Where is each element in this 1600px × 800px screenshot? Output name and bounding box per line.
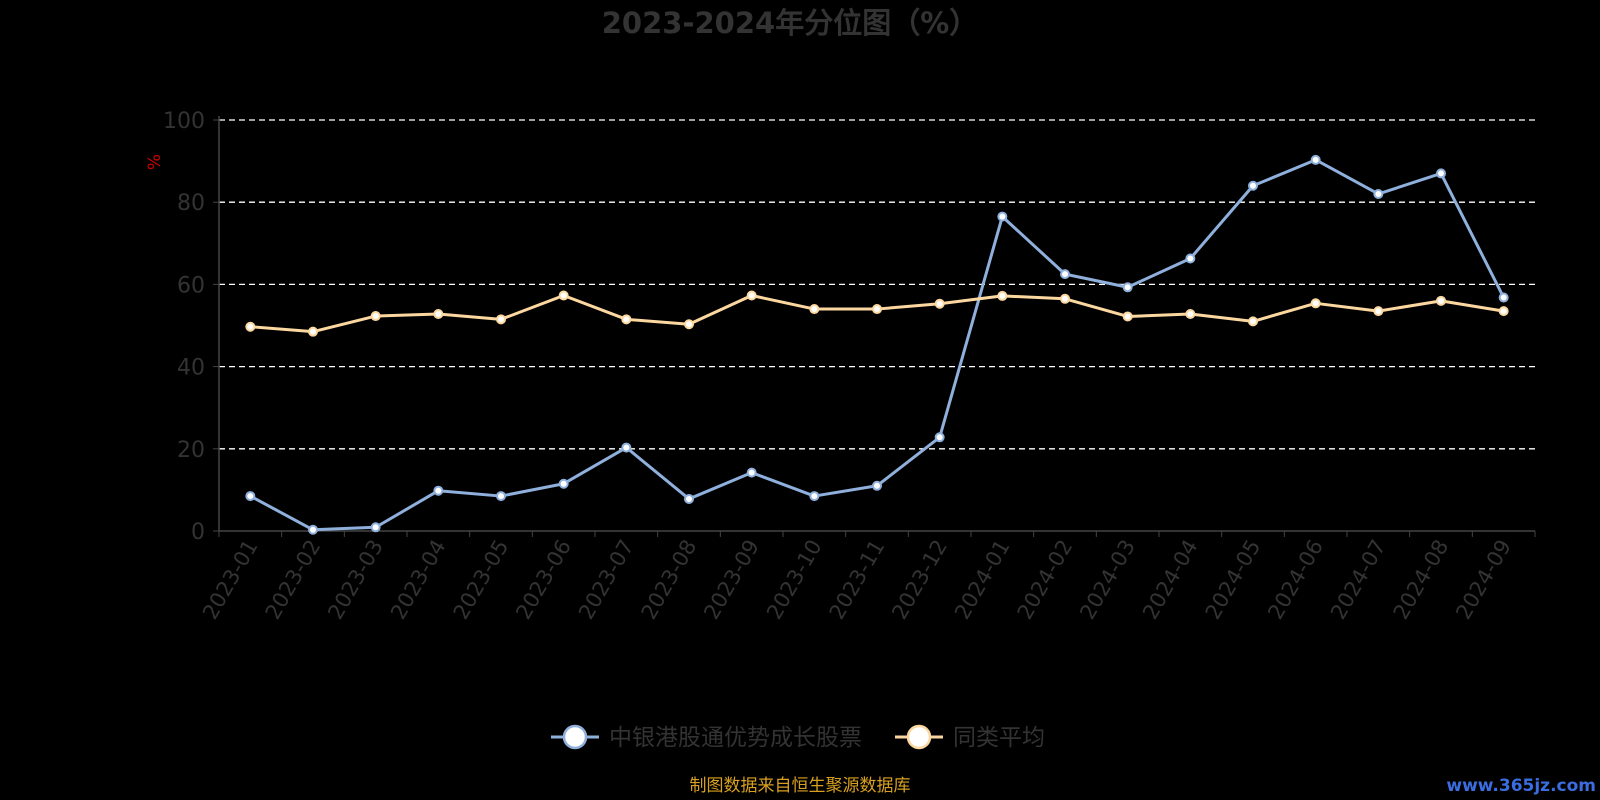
series-1-point-2024-04 xyxy=(1185,253,1196,264)
y-tick-label-80: 80 xyxy=(177,191,205,216)
x-tick-label-2024-02: 2024-02 xyxy=(1013,536,1078,624)
x-tick-label-2024-09: 2024-09 xyxy=(1451,536,1516,624)
series-1-point-2023-01 xyxy=(245,491,256,502)
series-1-point-2024-06 xyxy=(1310,154,1321,165)
series-1-point-2024-09 xyxy=(1498,292,1509,303)
y-tick-label-60: 60 xyxy=(177,273,205,298)
series-2-point-2024-01 xyxy=(997,290,1008,301)
series-1-point-2023-08 xyxy=(684,493,694,504)
x-tick-label-2024-05: 2024-05 xyxy=(1201,536,1266,624)
x-tick-label-2023-11: 2023-11 xyxy=(825,536,890,624)
y-tick-label-100: 100 xyxy=(163,109,205,134)
series-1-point-2024-03 xyxy=(1122,282,1133,293)
series-2-point-2023-12 xyxy=(934,298,945,309)
x-tick-label-2023-10: 2023-10 xyxy=(762,536,827,624)
legend-label: 中银港股通优势成长股票 xyxy=(609,725,862,751)
watermark: www.365jz.com xyxy=(1446,776,1596,796)
series-1-point-2023-12 xyxy=(934,432,945,443)
series-1-line xyxy=(249,158,1506,532)
y-tick-label-40: 40 xyxy=(177,356,205,381)
y-tick-label-0: 0 xyxy=(191,520,205,545)
axes xyxy=(218,116,1535,532)
series-1-point-2024-01 xyxy=(997,211,1008,222)
series-1-point-2024-08 xyxy=(1436,168,1446,179)
series-1-point-2024-07 xyxy=(1373,188,1384,199)
series-2-point-2023-08 xyxy=(684,319,694,330)
legend-item-1[interactable]: 中银港股通优势成长股票 xyxy=(551,724,862,751)
x-tick-label-2023-02: 2023-02 xyxy=(261,536,326,624)
series-1 xyxy=(245,154,1509,535)
series-1-point-2023-09 xyxy=(746,467,757,478)
x-tick-label-2023-04: 2023-04 xyxy=(386,536,451,624)
series-1-point-2023-02 xyxy=(308,524,318,535)
series-2-point-2024-09 xyxy=(1498,306,1509,317)
x-tick-label-2024-01: 2024-01 xyxy=(950,535,1015,623)
legend-marker xyxy=(562,724,588,750)
y-tick-label-20: 20 xyxy=(177,438,205,463)
series-2-point-2023-07 xyxy=(621,314,632,325)
legend-item-2[interactable]: 同类平均 xyxy=(895,724,1045,751)
series-2-point-2023-03 xyxy=(370,311,381,322)
series-2-point-2024-04 xyxy=(1185,308,1196,319)
series-1-point-2023-11 xyxy=(872,480,882,491)
series-1-point-2023-05 xyxy=(496,491,506,502)
x-tick-label-2023-05: 2023-05 xyxy=(449,536,514,624)
series-2-point-2024-08 xyxy=(1436,295,1446,306)
series-1-point-2023-04 xyxy=(433,485,444,496)
series-2-point-2023-01 xyxy=(245,321,256,332)
x-tick-label-2023-03: 2023-03 xyxy=(323,536,388,624)
y-axis-unit: % xyxy=(145,154,165,170)
chart-title: 2023-2024年分位图（%） xyxy=(602,6,979,40)
y-axis-ticks: 0 20 40 60 80 100 xyxy=(163,109,219,545)
series-2-point-2024-06 xyxy=(1310,298,1321,309)
x-tick-label-2023-06: 2023-06 xyxy=(511,536,576,624)
series-2-point-2023-06 xyxy=(558,290,569,301)
series-1-point-2023-07 xyxy=(621,442,632,453)
series-2-point-2023-05 xyxy=(496,314,506,325)
series-2-point-2023-11 xyxy=(872,304,882,315)
series-2-point-2023-10 xyxy=(809,304,820,315)
series-2-point-2023-09 xyxy=(746,290,757,301)
legend-marker xyxy=(906,724,932,750)
series-1-point-2023-10 xyxy=(809,491,820,502)
x-tick-label-2023-08: 2023-08 xyxy=(637,536,702,624)
series-1-point-2023-03 xyxy=(370,522,381,533)
x-tick-label-2023-09: 2023-09 xyxy=(699,536,764,624)
source-note: 制图数据来自恒生聚源数据库 xyxy=(690,776,911,796)
x-tick-label-2024-04: 2024-04 xyxy=(1138,536,1203,624)
grid-lines xyxy=(219,119,1535,450)
series-2-point-2024-07 xyxy=(1373,306,1384,317)
series-1-point-2023-06 xyxy=(558,478,569,489)
series-2-point-2023-04 xyxy=(433,308,444,319)
x-tick-label-2024-07: 2024-07 xyxy=(1326,536,1391,624)
x-tick-label-2023-01: 2023-01 xyxy=(198,536,263,624)
series-layer xyxy=(245,154,1509,535)
series-2-point-2024-05 xyxy=(1248,316,1258,327)
series-1-point-2024-02 xyxy=(1060,269,1070,280)
series-2-point-2024-02 xyxy=(1060,293,1070,304)
series-2-point-2024-03 xyxy=(1122,311,1133,322)
x-tick-label-2024-08: 2024-08 xyxy=(1389,536,1454,624)
legend[interactable]: 中银港股通优势成长股票 同类平均 xyxy=(551,724,1045,751)
series-2 xyxy=(245,290,1509,337)
legend-label: 同类平均 xyxy=(953,725,1045,751)
x-axis-ticks: 2023-012023-022023-032023-042023-052023-… xyxy=(198,531,1536,624)
x-tick-label-2024-06: 2024-06 xyxy=(1263,536,1328,624)
x-tick-label-2024-03: 2024-03 xyxy=(1075,536,1140,624)
series-2-point-2023-02 xyxy=(308,326,318,337)
series-1-point-2024-05 xyxy=(1248,180,1258,191)
x-tick-label-2023-07: 2023-07 xyxy=(574,536,639,624)
x-tick-label-2023-12: 2023-12 xyxy=(887,536,952,624)
